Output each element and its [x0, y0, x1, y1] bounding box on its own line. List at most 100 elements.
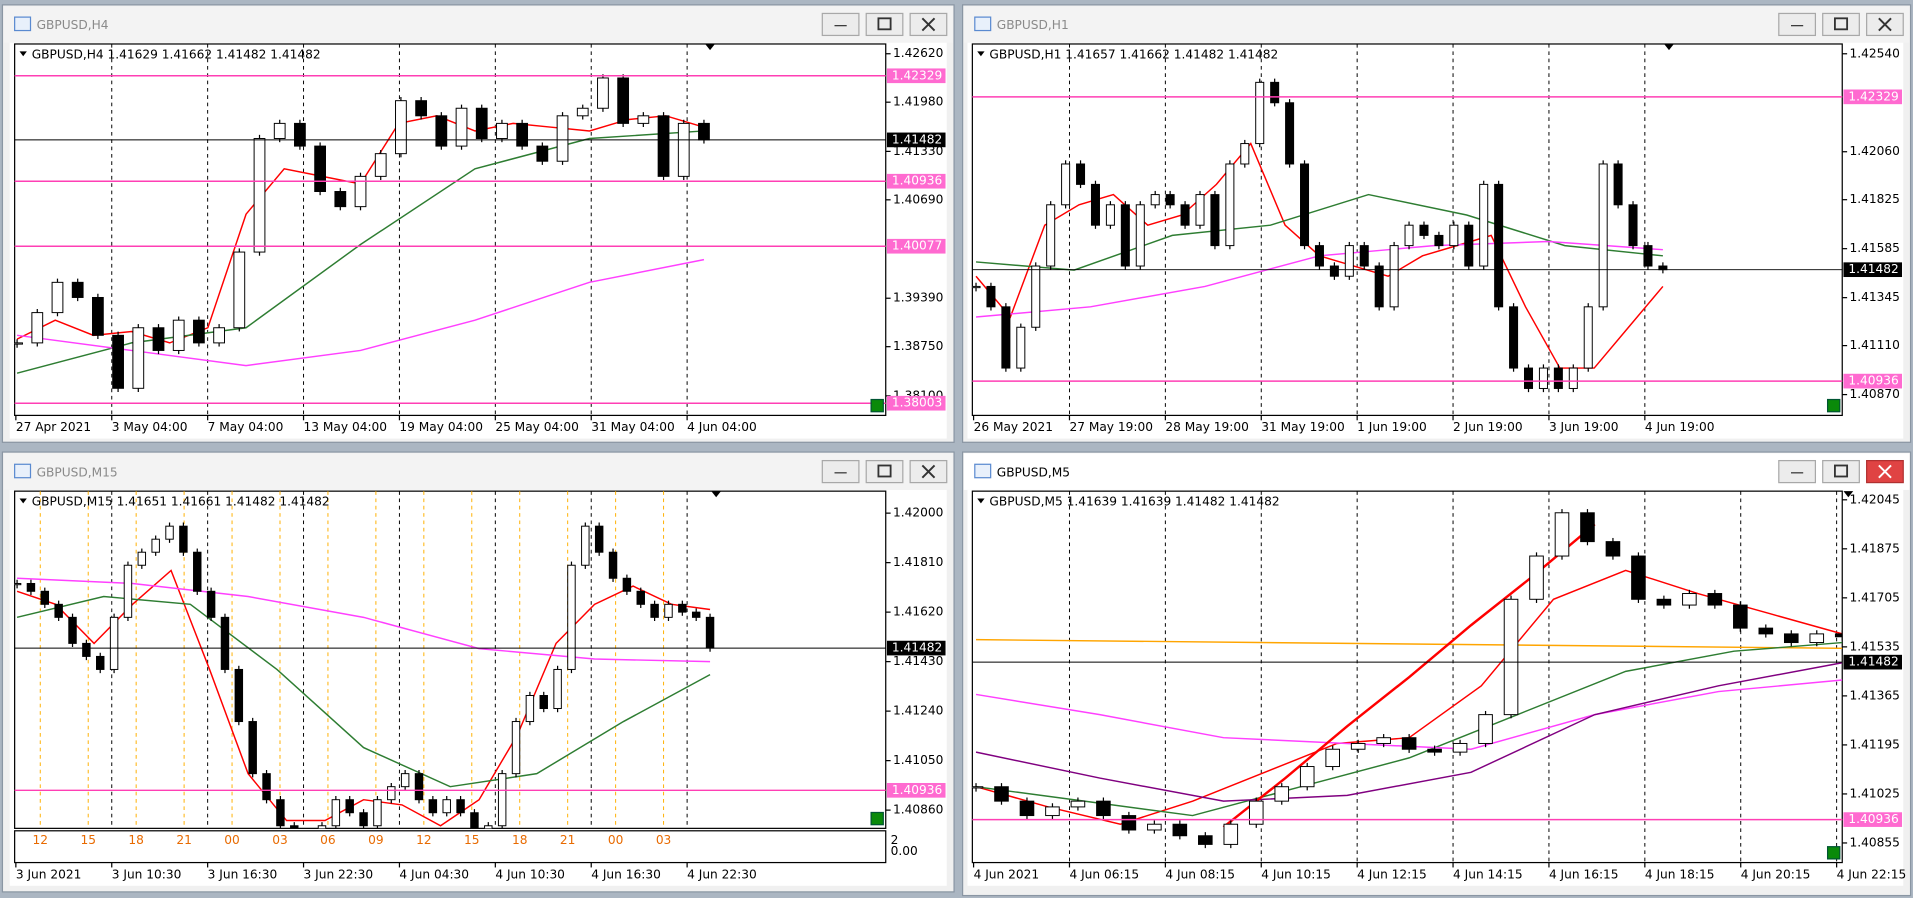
candle [373, 799, 382, 827]
candle [594, 525, 604, 553]
candle [698, 122, 710, 141]
candle [637, 115, 650, 124]
candle [1255, 81, 1265, 145]
candle [1350, 742, 1366, 750]
hour-label: 06 [320, 833, 336, 847]
candle [484, 825, 493, 829]
candle [1019, 800, 1035, 817]
candle [516, 122, 529, 147]
maximize-button[interactable] [865, 459, 904, 484]
candle [314, 145, 326, 192]
chart-window: GBPUSD,H1 26 May 2021 27 May 19:00 28 May 1… [961, 4, 1912, 443]
maximize-button[interactable] [1822, 459, 1860, 484]
candle [395, 100, 407, 155]
y-tick-label: 1.40870 [1850, 387, 1900, 401]
candle [1135, 204, 1145, 267]
hour-label: 12 [33, 833, 49, 847]
candle [1404, 224, 1414, 247]
x-tick-label: 3 Jun 2021 [16, 867, 82, 881]
x-tick-label: 3 Jun 10:30 [112, 867, 182, 881]
title-bar [963, 6, 1910, 43]
candle [1180, 204, 1190, 226]
candle [96, 655, 105, 670]
y-tick-label: 1.40855 [1850, 835, 1900, 849]
minimize-button[interactable] [821, 12, 860, 37]
plot [14, 43, 710, 416]
level-tag [1843, 373, 1903, 389]
plot [14, 491, 715, 829]
x-tick-label: 4 Jun 19:00 [1645, 420, 1715, 434]
x-tick-label: 4 Jun 12:15 [1357, 867, 1427, 881]
hour-label: 18 [128, 833, 144, 847]
candle [435, 115, 448, 147]
shift-marker [1664, 43, 1674, 51]
candle [986, 285, 996, 308]
candle [14, 582, 22, 586]
candle [1270, 81, 1280, 104]
close-icon [1878, 17, 1892, 32]
candle [1643, 245, 1653, 267]
y-tick-label: 1.41825 [1850, 192, 1900, 206]
chart-window: GBPUSD,M15 3 Jun 2021 3 Jun 10:30 3 Jun 16:… [1, 451, 955, 893]
indicator-line [16, 595, 711, 788]
candle [109, 616, 119, 670]
y-tick-label: 1.42620 [893, 46, 943, 60]
plot [972, 43, 1668, 416]
maximize-button[interactable] [865, 12, 904, 37]
candle [705, 616, 715, 649]
candle [657, 115, 670, 177]
price-label: 1.41482 [892, 641, 942, 655]
y-tick-label: 1.41330 [893, 144, 943, 158]
candle [415, 100, 428, 117]
shift-marker [705, 43, 715, 51]
level-tag [1843, 89, 1903, 105]
candle [1538, 367, 1548, 389]
candle [567, 564, 576, 670]
plot-border [14, 43, 887, 417]
x-tick-label: 3 Jun 16:30 [208, 867, 278, 881]
x-tick-label: 1 Jun 19:00 [1357, 420, 1427, 434]
candle [1434, 234, 1444, 247]
sub-axis-label: 2 [891, 833, 899, 847]
x-tick-label: 28 May 19:00 [1165, 420, 1249, 434]
candle [994, 786, 1009, 802]
status-indicator [1826, 846, 1841, 860]
candle [172, 319, 185, 351]
level-tag [1843, 812, 1903, 827]
candle [374, 153, 387, 177]
x-tick-label: 13 May 04:00 [304, 420, 388, 434]
candle [54, 603, 63, 618]
price-label: 1.41482 [1848, 262, 1898, 276]
level-label: 1.40077 [892, 239, 942, 253]
candle [112, 334, 124, 389]
window-title: GBPUSD,M5 [997, 465, 1070, 479]
x-tick-label: 3 Jun 19:00 [1549, 420, 1619, 434]
candle [1248, 800, 1264, 825]
candle [213, 327, 225, 344]
level-label: 1.42329 [892, 68, 942, 82]
candle [1045, 806, 1060, 817]
y-tick-label: 1.41240 [893, 704, 943, 718]
shift-marker [1843, 491, 1854, 498]
candle [92, 296, 104, 336]
candle [1198, 835, 1213, 845]
chart-panel [9, 42, 947, 439]
candle [276, 799, 285, 827]
level-label: 1.40936 [892, 174, 942, 188]
minimize-button[interactable] [1778, 12, 1817, 37]
minimize-button[interactable] [1778, 459, 1817, 484]
candle [576, 107, 589, 117]
minimize-button[interactable] [821, 459, 860, 484]
chart-header: GBPUSD,M15 1.41651 1.41661 1.41482 1.414… [32, 495, 330, 509]
x-tick-label: 4 Jun 2021 [974, 867, 1040, 881]
chart-window: GBPUSD,M5 4 Jun 2021 4 Jun 06:15 4 Jun 08:1… [961, 451, 1912, 897]
x-tick-label: 4 Jun 04:00 [687, 420, 757, 434]
level-label: 1.42329 [1848, 89, 1898, 103]
price-tag [1843, 654, 1903, 670]
maximize-button[interactable] [1822, 12, 1860, 37]
candle [678, 603, 687, 613]
candle [691, 611, 701, 618]
candle [1834, 633, 1843, 638]
candle [1223, 823, 1239, 845]
x-tick-label: 2 Jun 19:00 [1453, 420, 1523, 434]
